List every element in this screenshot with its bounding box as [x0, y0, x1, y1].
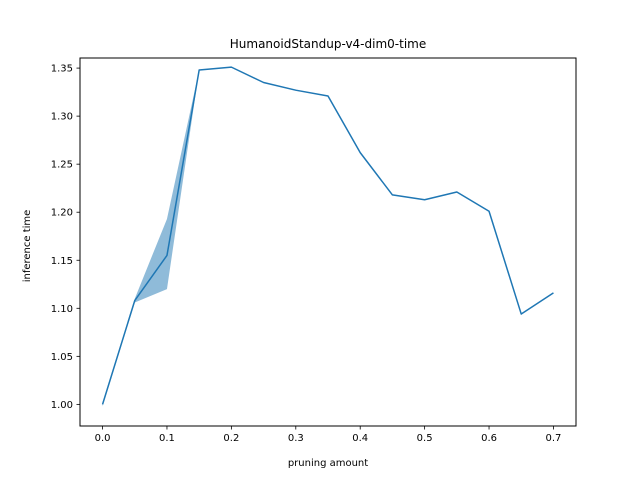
- x-tick-label: 0.0: [95, 433, 111, 444]
- plot-area: [101, 66, 554, 407]
- y-tick-label: 1.25: [51, 160, 73, 171]
- y-tick-label: 1.10: [51, 304, 73, 315]
- x-tick-label: 0.4: [352, 433, 368, 444]
- y-tick-label: 1.20: [51, 208, 73, 219]
- series-0-line: [101, 66, 554, 405]
- x-tick-label: 0.1: [159, 433, 175, 444]
- y-tick-label: 1.30: [51, 112, 73, 123]
- y-tick-label: 1.00: [51, 400, 73, 411]
- x-axis-label: pruning amount: [288, 458, 368, 469]
- x-tick-label: 0.2: [223, 433, 239, 444]
- plot-frame: [79, 57, 577, 427]
- y-tick-label: 1.15: [51, 256, 73, 267]
- x-tick-label: 0.6: [481, 433, 497, 444]
- y-tick-label: 1.05: [51, 352, 73, 363]
- x-tick-label: 0.5: [417, 433, 433, 444]
- x-tick-label: 0.3: [288, 433, 304, 444]
- chart-title: HumanoidStandup-v4-dim0-time: [230, 37, 426, 51]
- x-axis-ticks: 0.0 0.1 0.2 0.3 0.4 0.5 0.6 0.7: [95, 426, 562, 444]
- y-axis-label: inference time: [22, 210, 33, 283]
- y-tick-label: 1.35: [51, 64, 73, 75]
- y-axis-ticks: 1.00 1.05 1.10 1.15 1.20 1.25 1.30 1.35: [51, 64, 80, 411]
- x-tick-label: 0.7: [546, 433, 562, 444]
